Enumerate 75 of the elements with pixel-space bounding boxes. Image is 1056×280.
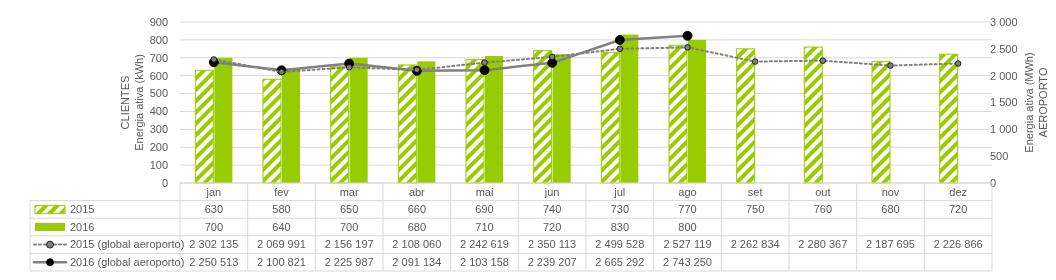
data-label: 830 [610,220,630,233]
x-tick-label: jun [543,185,560,198]
text: 2 743 250 [663,256,712,269]
x-tick-label: dez [949,185,968,198]
text: 2 239 207 [527,256,577,269]
legend-label: 2016 (global aeroporto) [70,256,185,269]
y2-tick-label: 1 000 [990,123,1018,136]
data-label: 700 [339,220,359,233]
y2-tick-label: 2 000 [990,69,1018,82]
data-label: 680 [881,203,900,216]
data-label: 710 [475,220,494,233]
data-label: 800 [678,220,697,233]
data-label: 770 [678,203,697,216]
data-label: 700 [204,220,224,233]
y-tick-label: 900 [149,15,168,28]
data-label: 760 [813,203,833,216]
x-tick-label: jan [205,185,222,198]
text: 2 250 513 [189,256,239,269]
data-label: 630 [204,203,224,216]
x-tick-label: mar [339,185,359,198]
text: 2 280 367 [798,238,848,251]
y2-tick-label: 3 000 [990,15,1018,28]
y-tick-label: 500 [149,87,168,100]
x-tick-label: jul [613,185,626,198]
text: 2 226 866 [933,238,983,251]
y2-tick-label: 1 500 [990,96,1018,109]
y2-tick-label: 0 [990,176,997,189]
data-label: 680 [407,220,427,233]
text: 2 527 119 [663,238,712,251]
y-tick-label: 200 [149,141,168,154]
y-tick-label: 700 [149,51,168,64]
text: 2 069 991 [257,238,306,251]
data-label: 660 [407,203,427,216]
text: 2 187 695 [866,238,915,251]
legend-label: 2015 [70,203,95,216]
x-tick-label: abr [408,185,426,198]
data-label: 640 [272,220,291,233]
x-tick-label: set [747,185,763,198]
y2-axis-title: Energia ativa (MWh) AEROPORTO [1023,52,1049,153]
data-label: 720 [542,220,562,233]
legend-label: 2016 [70,220,95,233]
data-label: 580 [272,203,291,216]
y-tick-label: 600 [149,69,168,82]
data-label: 750 [745,203,765,216]
text: 2 108 060 [392,238,442,251]
text: 2 350 113 [528,238,577,251]
text: 2 156 197 [324,238,374,251]
text: 2 499 528 [595,238,645,251]
text: 2 665 292 [595,256,645,269]
y-tick-label: 100 [149,158,168,171]
x-tick-label: nov [881,185,900,198]
text: 2 103 158 [460,256,509,269]
y-tick-label: 400 [149,105,168,118]
text: 2 302 135 [189,238,239,251]
y2-tick-label: 2 500 [990,42,1018,55]
x-tick-label: ago [678,185,697,198]
legend-label: 2015 (global aeroporto) [70,238,185,251]
data-label: 730 [610,203,630,216]
y-tick-label: 800 [149,33,168,46]
x-tick-label: fev [274,185,290,198]
y-tick-label: 300 [149,123,168,136]
text: 2 100 821 [257,256,306,269]
text: 2 091 134 [392,256,442,269]
data-label: 720 [948,203,968,216]
y2-tick-label: 500 [990,150,1009,163]
x-tick-label: out [815,185,831,198]
text: 2 225 987 [324,256,374,269]
y-tick-label: 0 [161,176,168,189]
text: 2 262 834 [730,238,780,251]
x-tick-label: mai [475,185,494,198]
y-axis-title: CLIENTES Energia ativa (kWh) [119,54,145,151]
data-label: 650 [339,203,359,216]
data-label: 740 [542,203,562,216]
data-label: 690 [475,203,494,216]
text: 2 242 619 [460,238,509,251]
